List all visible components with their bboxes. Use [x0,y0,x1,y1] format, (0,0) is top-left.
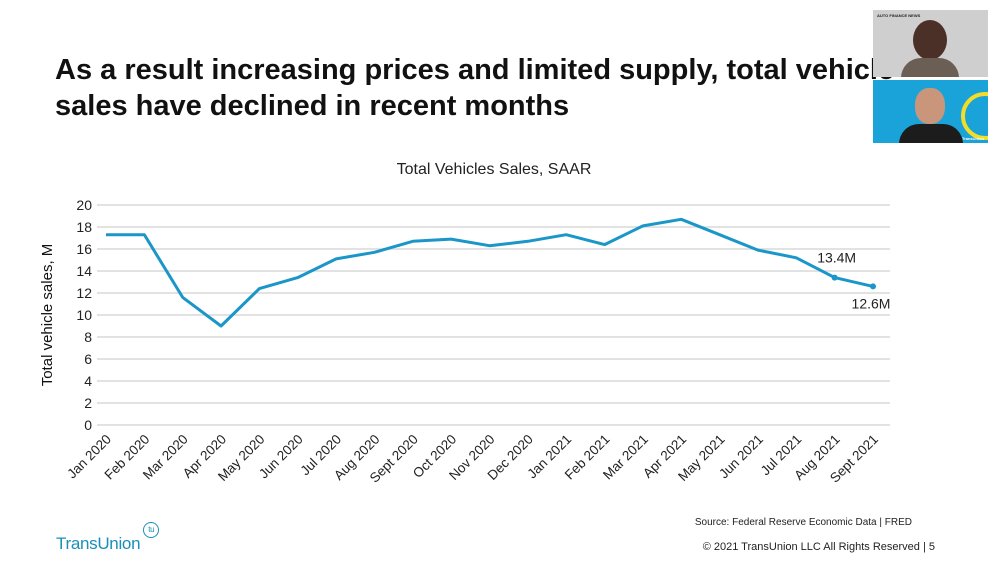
data-point [870,283,876,290]
data-label: 13.4M [817,250,856,266]
person-silhouette [913,20,947,60]
y-tick-label: 0 [84,417,92,433]
slide-title: As a result increasing prices and limite… [55,54,895,122]
person-body [899,124,963,143]
y-tick-label: 6 [84,351,92,367]
webcam-label: TransUnion [961,136,984,141]
transunion-logo: TransUnion tu [56,522,160,554]
source-note: Source: Federal Reserve Economic Data | … [694,517,912,528]
copyright: © 2021 TransUnion LLC All Rights Reserve… [702,541,935,553]
tu-logo-backdrop [961,92,988,140]
webcam-label: AUTO FINANCE NEWS [877,13,921,18]
logo-badge: tu [143,522,160,538]
webcam-tile-presenter-1: AUTO FINANCE NEWS [873,10,988,77]
y-axis-label: Total vehicle sales, M [39,244,56,387]
y-tick-label: 18 [76,219,92,235]
data-label: 12.6M [852,295,891,311]
y-tick-label: 2 [84,395,92,411]
logo-text: TransUnion [56,534,141,553]
y-tick-label: 20 [76,197,92,213]
webcam-tile-presenter-2: TransUnion [873,80,988,143]
y-tick-label: 10 [76,307,92,323]
series-line [106,217,874,328]
chart-title: Total Vehicles Sales, SAAR [397,161,592,178]
y-tick-label: 12 [76,285,92,301]
y-tick-label: 8 [84,329,92,345]
y-tick-label: 16 [76,241,92,257]
y-tick-label: 4 [84,373,92,389]
person-silhouette [915,88,945,124]
person-body [901,58,959,77]
data-point [831,274,838,281]
y-tick-label: 14 [76,263,92,279]
